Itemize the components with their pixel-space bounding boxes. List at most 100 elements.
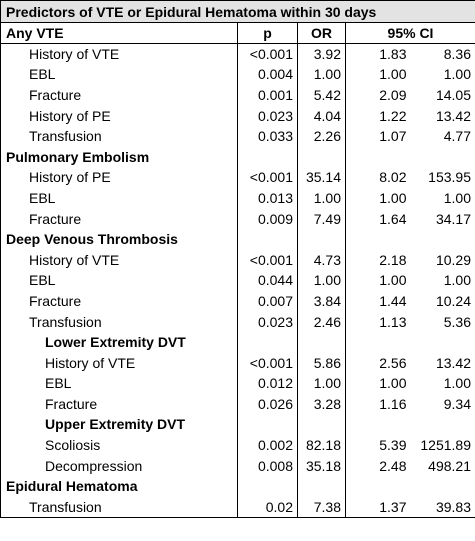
data-row: EBL 0.004 1.00 1.00 1.00 — [1, 64, 475, 85]
p-value: <0.001 — [237, 249, 298, 271]
p-value: 0.009 — [237, 208, 298, 229]
predictor: Decompression — [45, 457, 143, 474]
empty — [297, 414, 346, 435]
predictor: Fracture — [29, 86, 82, 103]
ci-upper: 13.42 — [435, 107, 471, 124]
ci-lower: 1.00 — [345, 187, 411, 209]
ci-lower: 1.13 — [345, 311, 411, 332]
section-heading-row: Deep Venous Thrombosis — [1, 228, 475, 250]
ci-upper: 1.00 — [443, 375, 471, 392]
data-row: History of VTE <0.001 5.86 2.56 13.42 — [1, 352, 475, 373]
ci-upper: 1.00 — [443, 189, 471, 206]
odds-ratio: 5.42 — [297, 84, 346, 106]
ci-upper: 5.36 — [443, 313, 471, 330]
empty — [297, 331, 346, 353]
empty — [237, 331, 298, 353]
data-row: Fracture 0.001 5.42 2.09 14.05 — [1, 84, 475, 106]
section-heading: Epidural Hematoma — [6, 478, 138, 495]
odds-ratio: 1.00 — [297, 64, 346, 85]
predictor: EBL — [45, 375, 72, 392]
table-body: Predictors of VTE or Epidural Hematoma w… — [0, 0, 475, 518]
predictor: History of VTE — [29, 46, 120, 63]
ci-upper: 13.42 — [435, 354, 471, 371]
predictor: Transfusion — [29, 128, 102, 145]
ci-lower: 1.44 — [345, 290, 411, 312]
data-row: EBL 0.013 1.00 1.00 1.00 — [1, 187, 475, 209]
p-value: <0.001 — [237, 43, 298, 65]
header-or: OR — [297, 22, 346, 44]
ci-upper: 498.21 — [428, 457, 471, 474]
data-row: Scoliosis 0.002 82.18 5.39 1251.89 — [1, 434, 475, 456]
odds-ratio: 4.73 — [297, 249, 346, 271]
p-value: <0.001 — [237, 167, 298, 188]
p-value: 0.023 — [237, 311, 298, 332]
ci-upper: 10.24 — [435, 292, 471, 309]
p-value: 0.002 — [237, 434, 298, 456]
odds-ratio: 82.18 — [297, 434, 346, 456]
odds-ratio: 3.92 — [297, 43, 346, 65]
p-value: 0.001 — [237, 84, 298, 106]
ci-lower: 1.00 — [345, 64, 411, 85]
predictor: Scoliosis — [45, 437, 101, 454]
ci-upper: 34.17 — [435, 210, 471, 227]
empty — [237, 475, 298, 497]
ci-upper: 10.29 — [435, 251, 471, 268]
title-row: Predictors of VTE or Epidural Hematoma w… — [0, 0, 475, 23]
section-heading: Deep Venous Thrombosis — [6, 231, 178, 248]
predictors-table: Predictors of VTE or Epidural Hematoma w… — [0, 0, 475, 518]
section-heading-row: Any VTE p OR 95% CI — [0, 22, 475, 44]
data-row: Transfusion 0.033 2.26 1.07 4.77 — [1, 125, 475, 147]
ci-lower: 1.64 — [345, 208, 411, 229]
header-p: p — [237, 22, 298, 44]
empty — [345, 146, 411, 168]
predictor: EBL — [29, 189, 56, 206]
odds-ratio: 5.86 — [297, 352, 346, 373]
ci-lower: 1.37 — [345, 496, 411, 518]
predictor: EBL — [29, 272, 56, 289]
data-row: EBL 0.012 1.00 1.00 1.00 — [1, 373, 475, 394]
empty — [237, 228, 298, 250]
odds-ratio: 2.26 — [297, 125, 346, 147]
odds-ratio: 1.00 — [297, 373, 346, 394]
predictor: Fracture — [29, 292, 82, 309]
ci-upper: 39.83 — [435, 498, 471, 515]
ci-lower: 1.07 — [345, 125, 411, 147]
empty — [411, 146, 475, 167]
p-value: 0.013 — [237, 187, 298, 209]
odds-ratio: 1.00 — [297, 270, 346, 291]
predictor: EBL — [29, 66, 56, 83]
data-row: Transfusion 0.02 7.38 1.37 39.83 — [1, 496, 475, 518]
ci-lower: 8.02 — [345, 167, 411, 188]
odds-ratio: 35.14 — [297, 167, 346, 188]
empty — [411, 414, 475, 435]
empty — [345, 475, 411, 497]
p-value: 0.023 — [237, 105, 298, 126]
data-row: History of PE 0.023 4.04 1.22 13.42 — [1, 105, 475, 126]
empty — [345, 414, 411, 435]
predictor: Fracture — [45, 395, 98, 412]
odds-ratio: 4.04 — [297, 105, 346, 126]
empty — [297, 146, 346, 168]
ci-upper: 4.77 — [443, 128, 471, 145]
ci-lower: 1.00 — [345, 373, 411, 394]
ci-upper: 153.95 — [428, 169, 471, 186]
ci-lower: 2.18 — [345, 249, 411, 271]
ci-lower: 1.22 — [345, 105, 411, 126]
p-value: 0.026 — [237, 393, 298, 415]
p-value: 0.008 — [237, 455, 298, 476]
predictor: History of VTE — [29, 251, 120, 268]
empty — [297, 475, 346, 497]
ci-upper: 1251.89 — [420, 437, 471, 454]
data-row: Transfusion 0.023 2.46 1.13 5.36 — [1, 311, 475, 332]
odds-ratio: 35.18 — [297, 455, 346, 476]
ci-lower: 1.16 — [345, 393, 411, 415]
data-row: History of PE <0.001 35.14 8.02 153.95 — [1, 167, 475, 188]
empty — [297, 228, 346, 250]
empty — [411, 229, 475, 250]
odds-ratio: 7.38 — [297, 496, 346, 518]
p-value: <0.001 — [237, 352, 298, 373]
ci-upper: 8.36 — [443, 46, 471, 63]
ci-lower: 2.09 — [345, 84, 411, 106]
empty — [411, 476, 475, 497]
predictor: Transfusion — [29, 313, 102, 330]
